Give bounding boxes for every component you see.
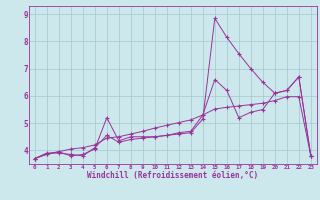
X-axis label: Windchill (Refroidissement éolien,°C): Windchill (Refroidissement éolien,°C) [87,171,258,180]
